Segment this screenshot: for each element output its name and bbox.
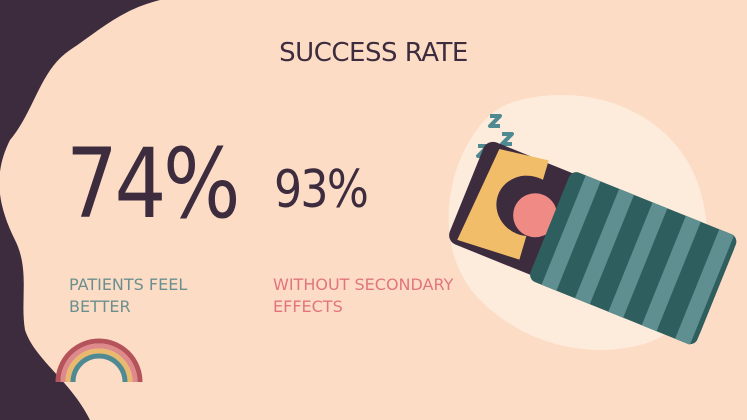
rainbow-illustration (55, 338, 143, 383)
caption-line: EFFECTS (273, 297, 343, 316)
stat-value-no-side-effects: 93% (274, 160, 369, 220)
slide-title: SUCCESS RATE (279, 38, 468, 68)
caption-line: WITHOUT SECONDARY (273, 275, 454, 294)
dark-wave-shape (0, 0, 160, 420)
caption-line: BETTER (69, 297, 131, 316)
caption-line: PATIENTS FEEL (69, 275, 188, 294)
stat-caption-patients-better: PATIENTS FEEL BETTER (69, 274, 187, 318)
stat-caption-no-side-effects: WITHOUT SECONDARY EFFECTS (273, 274, 453, 318)
stat-value-patients-better: 74% (66, 128, 241, 240)
sleeping-person-illustration (449, 141, 737, 345)
